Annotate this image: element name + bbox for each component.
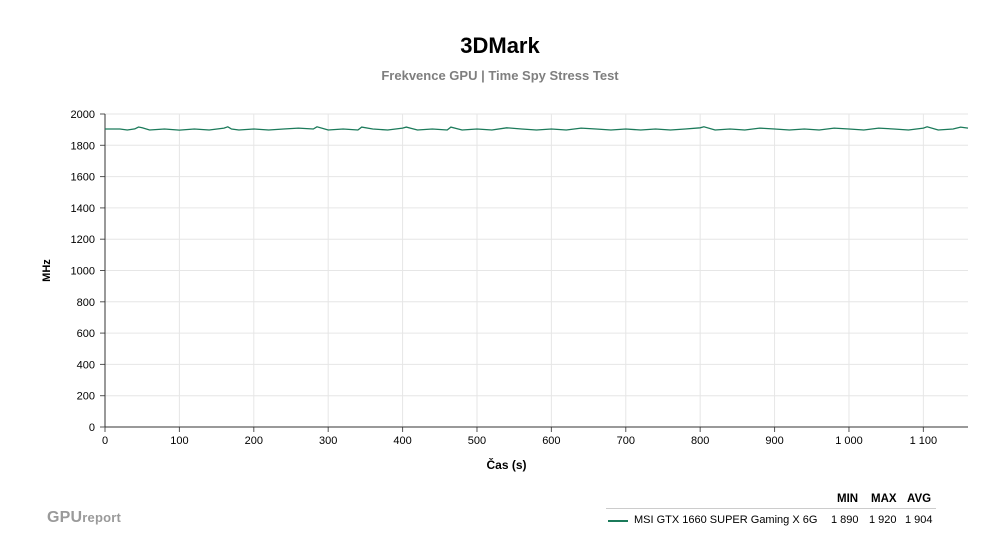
y-tick-label: 1600	[71, 172, 95, 184]
legend-series-avg: 1 904	[905, 514, 933, 526]
x-tick-label: 0	[102, 435, 108, 447]
legend-series-max: 1 920	[869, 514, 897, 526]
legend-col-min: MIN	[837, 493, 859, 505]
y-tick-label: 200	[77, 391, 95, 403]
x-axis-label: Čas (s)	[486, 457, 526, 472]
legend-row: MSI GTX 1660 SUPER Gaming X 6G 1 890 1 9…	[606, 514, 936, 530]
x-tick-label: 600	[542, 435, 560, 447]
y-tick-label: 1000	[71, 266, 95, 278]
series-line	[105, 126, 969, 131]
y-tick-label: 600	[77, 328, 95, 340]
y-tick-label: 2000	[71, 109, 95, 121]
x-tick-label: 900	[765, 435, 783, 447]
x-tick-label: 200	[245, 435, 263, 447]
chart-title: 3DMark	[460, 33, 540, 58]
y-tick-label: 0	[89, 422, 95, 434]
legend-series-swatch	[608, 520, 628, 522]
legend-col-avg: AVG	[907, 493, 932, 505]
gpureport-logo: GPUreport	[47, 509, 122, 526]
y-tick-label: 400	[77, 359, 95, 371]
x-tick-label: 300	[319, 435, 337, 447]
legend-series-min: 1 890	[831, 514, 859, 526]
x-tick-label: 400	[393, 435, 411, 447]
x-tick-label: 1 000	[835, 435, 863, 447]
x-tick-label: 1 100	[910, 435, 938, 447]
legend-series-name: MSI GTX 1660 SUPER Gaming X 6G	[634, 514, 818, 526]
x-tick-label: 500	[468, 435, 486, 447]
y-tick-label: 1800	[71, 140, 95, 152]
x-tick-label: 100	[170, 435, 188, 447]
y-axis-label: MHz	[41, 259, 53, 282]
chart-subtitle: Frekvence GPU | Time Spy Stress Test	[381, 68, 619, 83]
y-tick-label: 1400	[71, 203, 95, 215]
legend-col-max: MAX	[871, 493, 897, 505]
x-tick-label: 700	[617, 435, 635, 447]
x-tick-label: 800	[691, 435, 709, 447]
legend-header: MIN MAX AVG	[606, 492, 936, 509]
y-tick-label: 800	[77, 297, 95, 309]
y-tick-label: 1200	[71, 234, 95, 246]
